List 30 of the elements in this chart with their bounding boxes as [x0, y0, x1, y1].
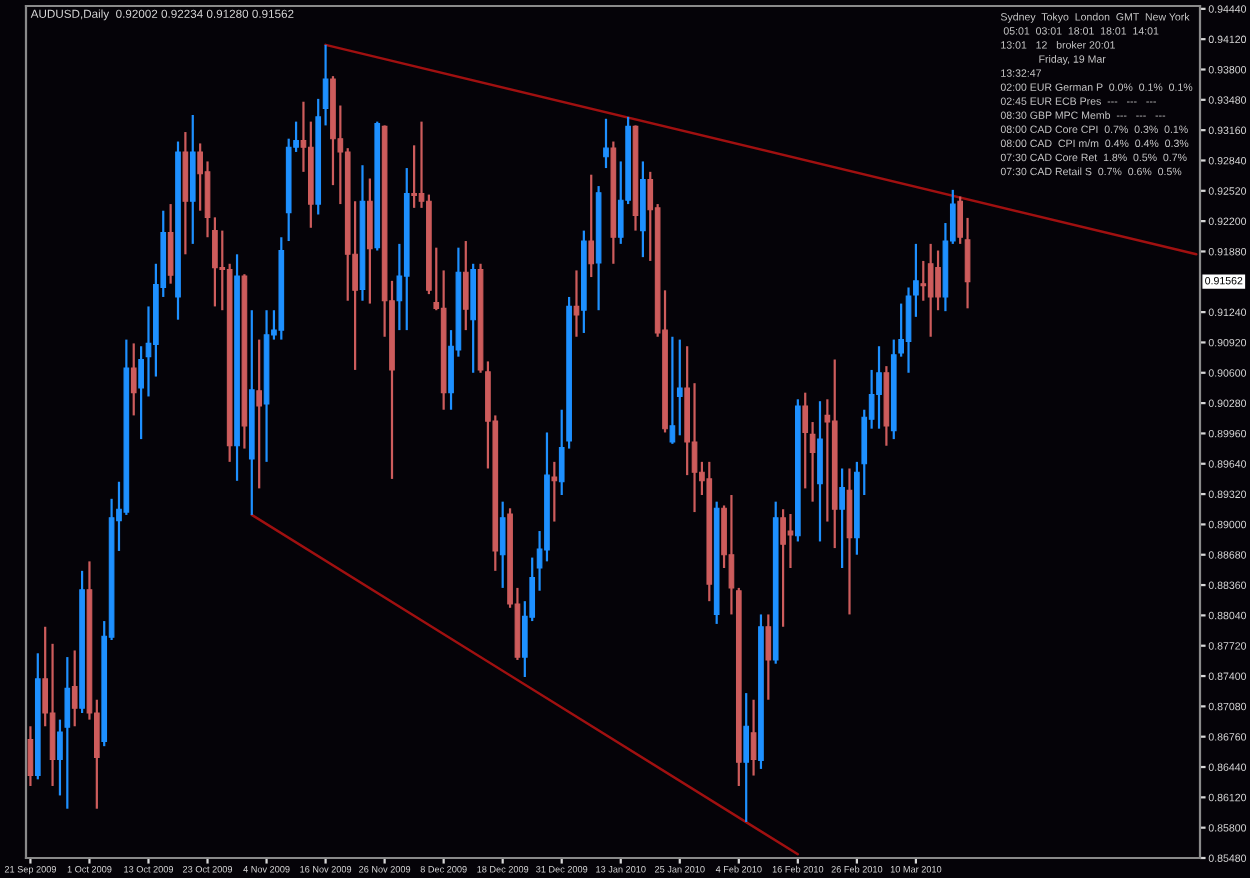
candlestick: [780, 508, 786, 628]
candlestick: [411, 144, 417, 209]
candlestick: [920, 259, 927, 302]
candlestick: [27, 725, 34, 788]
candlestick: [64, 655, 71, 810]
candlestick: [588, 173, 595, 279]
candlestick: [551, 460, 558, 523]
candlestick: [573, 269, 580, 338]
candlestick: [787, 512, 794, 570]
candlestick: [817, 400, 823, 543]
candlestick: [765, 613, 772, 701]
candlestick: [691, 382, 698, 514]
candlestick: [750, 698, 757, 777]
candlestick: [676, 338, 683, 437]
candlestick: [256, 338, 263, 490]
candlestick: [130, 342, 137, 417]
candlestick: [927, 242, 934, 338]
candlestick: [839, 467, 845, 570]
candlestick: [824, 398, 831, 523]
candlestick: [499, 500, 506, 590]
candlestick: [167, 202, 174, 285]
candlestick: [367, 177, 373, 305]
candlestick: [71, 649, 78, 728]
candlestick: [876, 345, 882, 430]
candlestick: [669, 335, 676, 445]
candlestick: [603, 117, 609, 170]
candlestick: [49, 642, 56, 788]
candlestick: [462, 239, 469, 332]
candlestick: [743, 691, 750, 824]
candlestick: [935, 249, 941, 312]
